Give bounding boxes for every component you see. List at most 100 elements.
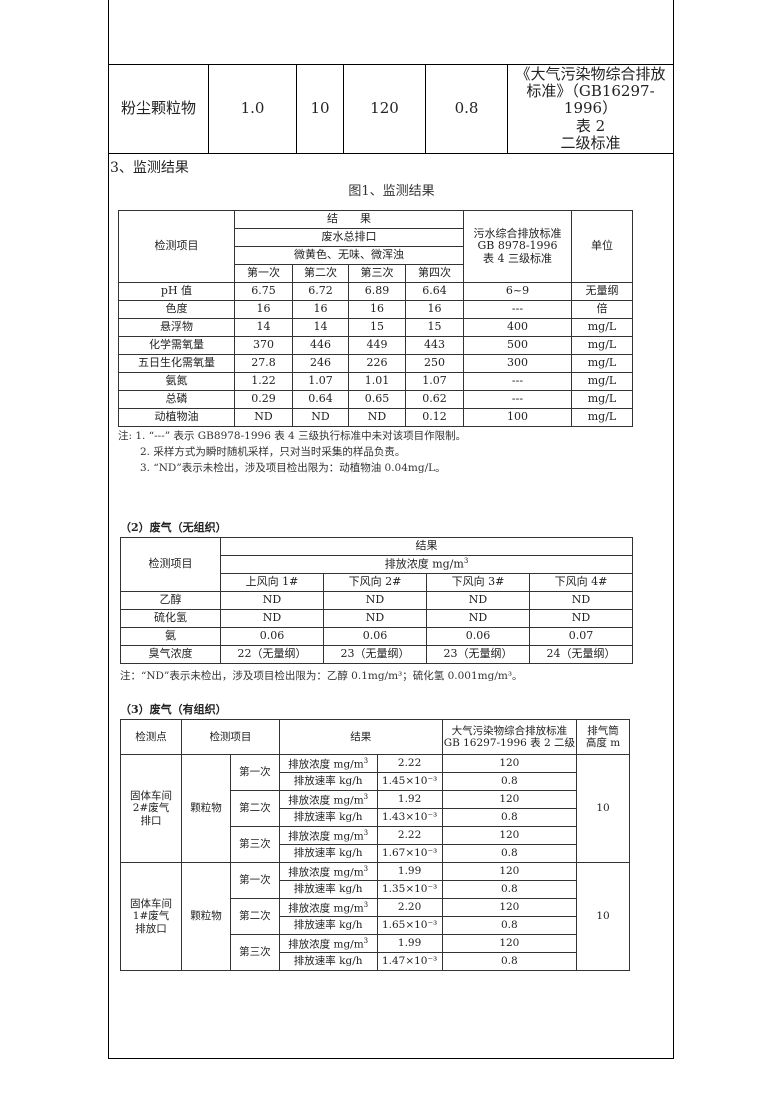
figure-title: 图1、监测结果 (348, 184, 435, 199)
cell: 1.65×10⁻³ (376, 916, 443, 935)
item: 粉尘颗粒物 (108, 64, 209, 154)
item: 颗粒物 (181, 754, 231, 863)
metric-label: 排放速率 kg/h (278, 880, 378, 899)
cell: 24（无量纲） (529, 645, 633, 664)
cell: 0.06 (426, 627, 530, 646)
table-row: 排放速率 kg/h 1.35×10⁻³ 0.8 (121, 880, 630, 899)
metric-label: 排放浓度 mg/m3 (278, 826, 378, 845)
cell: 0.64 (292, 390, 349, 409)
stack-height: 10 (576, 862, 630, 971)
standard: 120 (441, 898, 578, 917)
metric-label: 排放浓度 mg/m3 (278, 934, 378, 953)
header: 微黄色、无味、微浑浊 (234, 246, 464, 265)
cell: 总磷 (118, 390, 235, 409)
time-label: 第二次 (229, 790, 280, 827)
cell: 1.07 (405, 372, 464, 391)
cell: 0.62 (405, 390, 464, 409)
cell: 悬浮物 (118, 318, 235, 337)
cell: 氨氮 (118, 372, 235, 391)
table-row: pH 值 6.75 6.72 6.89 6.64 6~9 无量纲 (118, 282, 633, 301)
cell: 五日生化需氧量 (118, 354, 235, 373)
time-label: 第二次 (229, 898, 280, 935)
standard: 120 (441, 862, 578, 881)
cell: 22（无量纲） (220, 645, 324, 664)
table-row: 悬浮物 14 14 15 15 400 mg/L (118, 318, 633, 337)
cell: 500 (463, 336, 572, 355)
header: 下风向 3# (426, 573, 530, 592)
cell: 1.01 (348, 372, 406, 391)
standard: 0.8 (441, 880, 578, 899)
metric-label: 排放浓度 mg/m3 (278, 898, 378, 917)
cell: 6.75 (234, 282, 293, 301)
notes: 注: 1. “---” 表示 GB8978-1996 表 4 三级执行标准中未对… (118, 430, 467, 474)
cell: 446 (292, 336, 349, 355)
metric-label: 排放速率 kg/h (278, 772, 378, 791)
header: 第一次 (234, 264, 293, 283)
cell: 16 (405, 300, 464, 319)
table-row: 总磷 0.29 0.64 0.65 0.62 --- mg/L (118, 390, 633, 409)
time-label: 第三次 (229, 826, 280, 863)
cell: 1.67×10⁻³ (376, 844, 443, 863)
table-row: 固体车间 1#废气 排放口 颗粒物 第一次 排放浓度 mg/m3 1.99 120 10 (119, 862, 630, 971)
cell: 250 (405, 354, 464, 373)
cell: 16 (348, 300, 406, 319)
header: 第四次 (405, 264, 464, 283)
header: 检测项目 (181, 719, 280, 755)
cell: 2.22 (376, 826, 443, 845)
cell: --- (463, 390, 572, 409)
table-row: 五日生化需氧量 27.8 246 226 250 300 mg/L (118, 354, 633, 373)
cell: 2.22 (376, 754, 443, 773)
note: 注：“ND”表示未检出，涉及项目检出限为：乙醇 0.1mg/m³；硫化氢 0.0… (120, 670, 523, 682)
cell: --- (463, 300, 572, 319)
standard: 0.8 (441, 844, 578, 863)
cell: 1.99 (376, 862, 443, 881)
value: 120 (343, 64, 426, 154)
cell: 1.99 (376, 934, 443, 953)
cell: mg/L (571, 372, 633, 391)
cell: 0.29 (234, 390, 293, 409)
header-standard: 污水综合排放标准 GB 8978-1996 表 4 三级标准 (463, 210, 572, 283)
table-row: 动植物油 ND ND ND 0.12 100 mg/L (118, 408, 633, 427)
table-row: 排放速率 kg/h 1.67×10⁻³ 0.8 (121, 844, 630, 863)
cell: 1.07 (292, 372, 349, 391)
metric-label: 排放速率 kg/h (278, 952, 378, 971)
standard: 120 (441, 826, 578, 845)
header: 排放浓度 mg/m3 (220, 555, 633, 574)
cell: 0.12 (405, 408, 464, 427)
cell: 15 (348, 318, 406, 337)
cell: 16 (234, 300, 293, 319)
cell: ND (220, 591, 324, 610)
cell: 23（无量纲） (323, 645, 427, 664)
cell: ND (292, 408, 349, 427)
table-row: 氨 0.06 0.06 0.06 0.07 (120, 627, 633, 646)
time-label: 第一次 (229, 862, 280, 899)
wastewater-table: 检测项目结 果污水综合排放标准 GB 8978-1996 表 4 三级标准 单位 废水… (118, 210, 633, 427)
cell: 14 (292, 318, 349, 337)
cell: 倍 (571, 300, 633, 319)
cell: mg/L (571, 354, 633, 373)
cell: 23（无量纲） (426, 645, 530, 664)
cell: 226 (348, 354, 406, 373)
cell: ND (323, 609, 427, 628)
cell: 0.06 (323, 627, 427, 646)
header: 下风向 2# (323, 573, 427, 592)
cell: 色度 (118, 300, 235, 319)
metric-label: 排放浓度 mg/m3 (278, 790, 378, 809)
unorganized-gas-table: 检测项目 结果 排放浓度 mg/m3 上风向 1# 下风向 2# 下风向 3# 下风向 … (120, 537, 633, 664)
emission-standard-row: 粉尘颗粒物 1.0 10 120 0.8 《大气污染物综合排放 标准》（GB16297-1… (108, 64, 674, 154)
cell: 1.45×10⁻³ (376, 772, 443, 791)
cell: 449 (348, 336, 406, 355)
cell: 27.8 (234, 354, 293, 373)
header: 下风向 4# (529, 573, 633, 592)
cell: 15 (405, 318, 464, 337)
table-row: 排放速率 kg/h 1.47×10⁻³ 0.8 (121, 952, 630, 971)
cell: ND (234, 408, 293, 427)
cell: ND (323, 591, 427, 610)
header: 检测点 (119, 719, 183, 755)
table-row: 化学需氧量 370 446 449 443 500 mg/L (118, 336, 633, 355)
table-row: 第三次 排放浓度 mg/m3 2.22 120 (121, 826, 630, 863)
standard: 0.8 (441, 916, 578, 935)
cell: ND (426, 591, 530, 610)
cell: mg/L (571, 318, 633, 337)
header: 第二次 (292, 264, 349, 283)
